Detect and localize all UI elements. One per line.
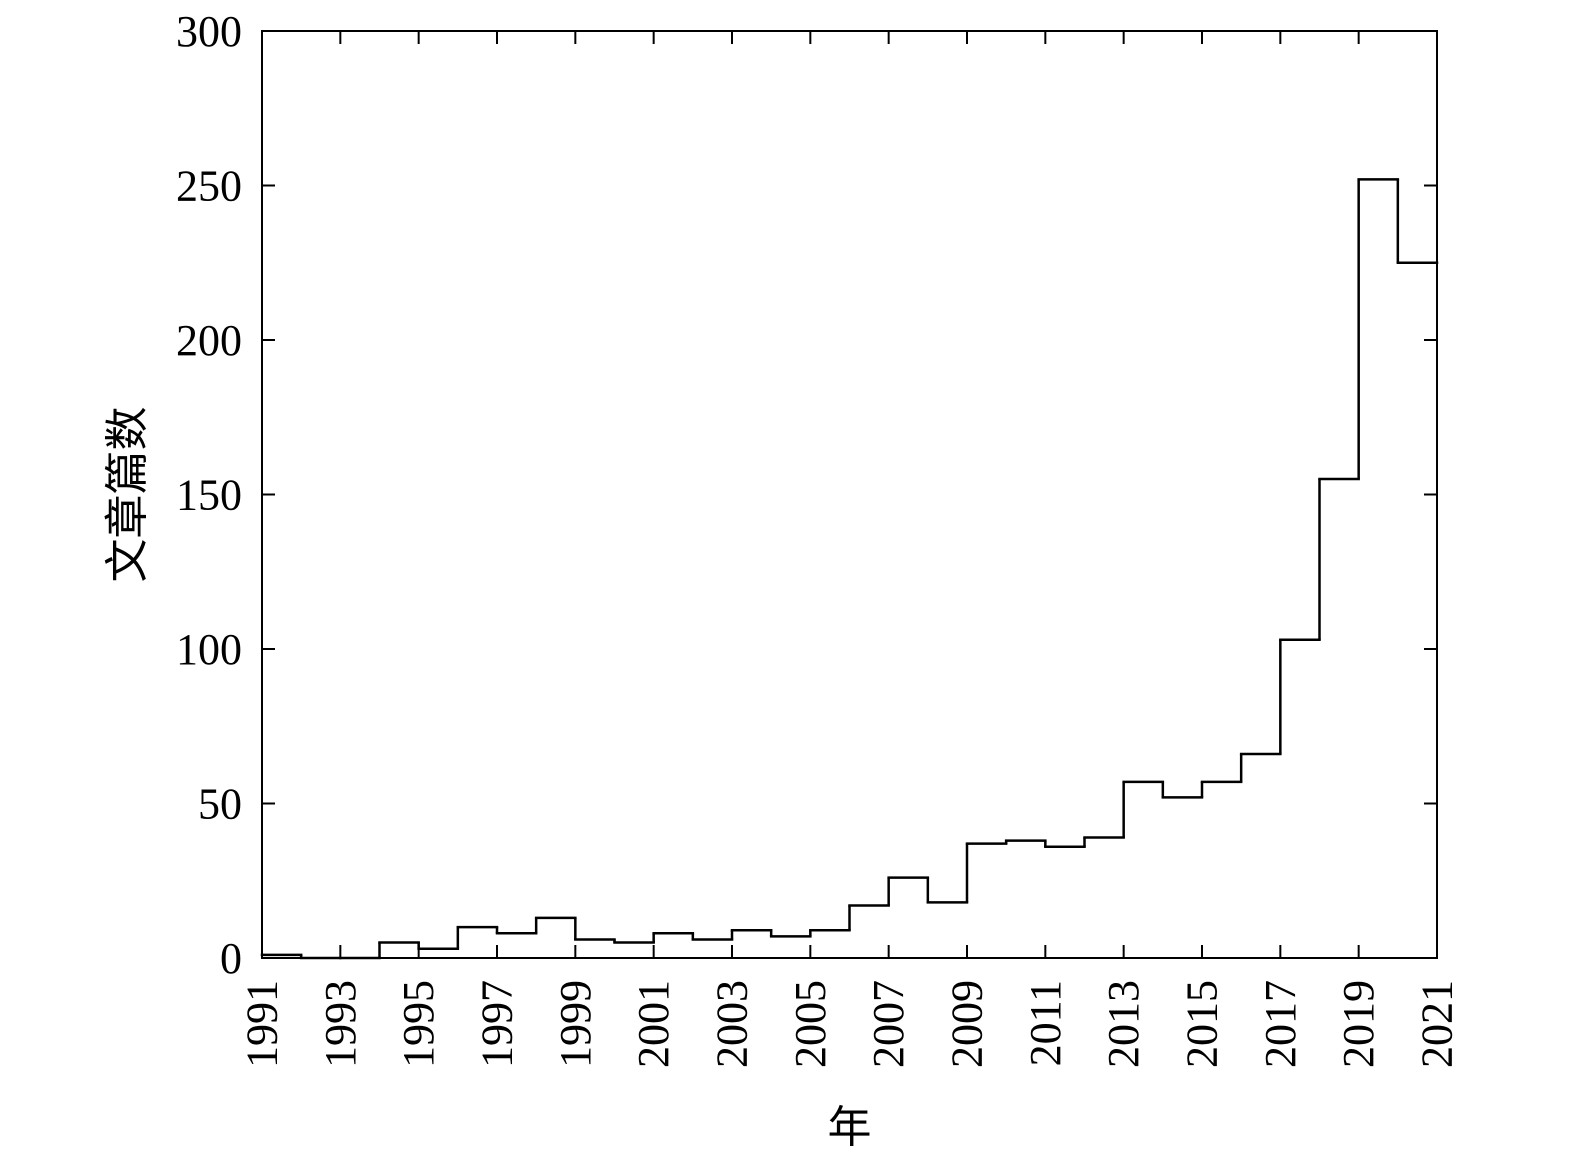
series-group [260,178,1439,960]
y-tick-label-150: 150 [176,471,242,520]
x-tick-label-2015: 2015 [1178,980,1227,1068]
x-axis-ticks [261,31,1438,958]
x-tick-label-2005: 2005 [786,980,835,1068]
x-tick-label-2007: 2007 [864,980,913,1068]
y-axis-title: 文章篇数 [102,407,153,583]
x-tick-label-2003: 2003 [708,980,757,1068]
y-tick-label-100: 100 [176,625,242,674]
x-tick-label-2011: 2011 [1021,980,1070,1066]
x-tick-label-1999: 1999 [551,980,600,1068]
x-axis-title: 年 [828,1102,872,1153]
y-axis-tick-labels: 0 50 100 150 200 250 300 [176,7,242,983]
x-tick-label-1995: 1995 [394,980,443,1068]
x-tick-label-1993: 1993 [316,980,365,1068]
x-tick-label-2013: 2013 [1099,980,1148,1068]
y-tick-label-250: 250 [176,162,242,211]
y-tick-label-300: 300 [176,7,242,56]
x-tick-label-1997: 1997 [473,980,522,1068]
x-tick-label-2009: 2009 [943,980,992,1068]
y-axis-ticks [262,30,1437,959]
x-tick-label-1991: 1991 [238,980,287,1068]
x-tick-label-2019: 2019 [1334,980,1383,1068]
y-tick-label-50: 50 [198,780,242,829]
x-tick-label-2021: 2021 [1413,980,1462,1068]
y-tick-label-0: 0 [220,934,242,983]
x-tick-label-2001: 2001 [629,980,678,1068]
x-tick-label-2017: 2017 [1256,980,1305,1068]
x-axis-tick-labels: 1991 1993 1995 1997 1999 2001 2003 2005 2007 2009… [238,980,1462,1068]
y-tick-label-200: 200 [176,316,242,365]
